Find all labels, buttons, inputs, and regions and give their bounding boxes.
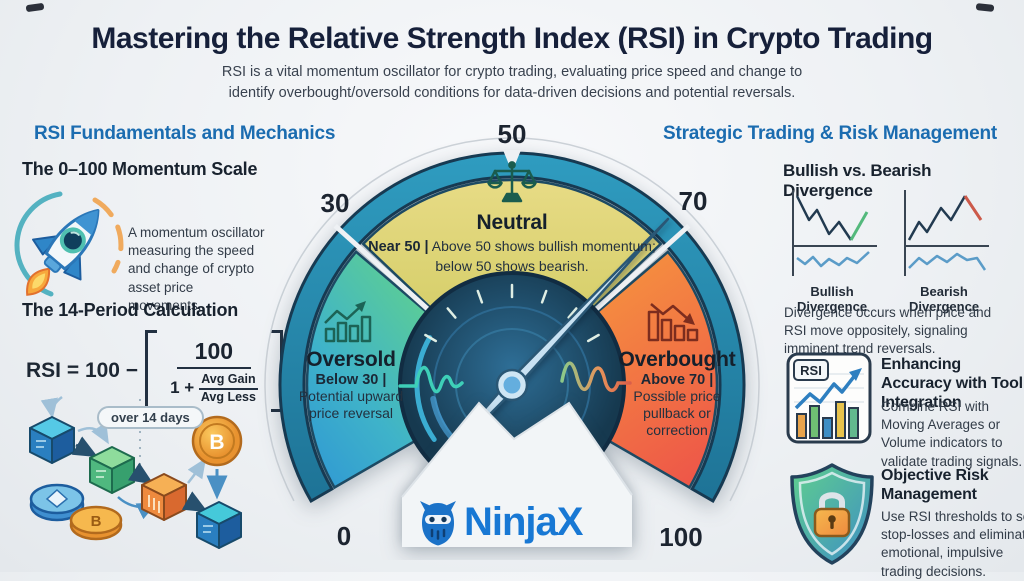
waveform-left bbox=[398, 366, 464, 394]
formula-numerator: 100 bbox=[176, 338, 252, 370]
rsi-gauge bbox=[252, 115, 772, 560]
divergence-description: Divergence occurs when price and RSI mov… bbox=[784, 305, 992, 357]
page-title: Mastering the Relative Strength Index (R… bbox=[91, 22, 933, 55]
momentum-scale-description: A momentum oscillator measuring the spee… bbox=[128, 225, 265, 313]
bitcoin-side-coin-icon: B bbox=[69, 505, 123, 541]
tool-integration-heading: Enhancing Accuracy with Tool Integration bbox=[881, 356, 1023, 412]
corner-mark-left bbox=[25, 2, 45, 13]
calculation-heading: The 14-Period Calculation bbox=[22, 300, 239, 320]
ethereum-coin-icon bbox=[29, 483, 85, 522]
gauge-top-notch bbox=[503, 150, 521, 172]
oversold-zone-title: Oversold bbox=[306, 348, 396, 371]
overbought-zone-range: Above 70 | bbox=[640, 372, 714, 388]
scale-label-50: 50 bbox=[497, 119, 527, 149]
neutral-zone-label: Neutral Near 50 | Above 50 shows bullish… bbox=[362, 211, 662, 275]
green-cube-icon bbox=[89, 446, 135, 494]
scale-label-100: 100 bbox=[659, 522, 703, 552]
dial-ticks bbox=[424, 283, 600, 343]
mountain-silhouette bbox=[402, 403, 632, 547]
rsi-icon-label: RSI bbox=[800, 363, 822, 378]
period-label-pill: over 14 days bbox=[97, 406, 204, 429]
formula-prefix: RSI = 100 − bbox=[26, 359, 139, 382]
shield-lock-icon bbox=[788, 462, 876, 566]
overbought-zone-label: Overbought Above 70 | Possible price pul… bbox=[612, 348, 742, 439]
oversold-zone-range: Below 30 | bbox=[315, 372, 387, 388]
overbought-zone-title: Overbought bbox=[618, 348, 736, 371]
svg-text:B: B bbox=[209, 431, 224, 454]
brand-logo: NinjaX bbox=[418, 499, 583, 546]
formula-denominator-prefix: 1 + bbox=[170, 378, 195, 397]
neutral-zone-description: Above 50 shows bullish momentum; below 5… bbox=[431, 238, 656, 274]
waveform-right bbox=[560, 361, 632, 392]
page-subtitle: RSI is a vital momentum oscillator for c… bbox=[0, 62, 1024, 104]
scale-label-70: 70 bbox=[678, 186, 708, 216]
divergence-heading: Bullish vs. Bearish Divergence bbox=[783, 161, 932, 201]
bearish-divergence-label: Bearish Divergence bbox=[908, 284, 980, 314]
orange-cube-icon bbox=[141, 473, 187, 521]
avg-gain-label: Avg Gain bbox=[199, 372, 258, 390]
risk-management-heading: Objective Risk Management bbox=[881, 467, 989, 504]
scale-label-0: 0 bbox=[336, 521, 352, 551]
gauge-rim bbox=[278, 151, 746, 504]
oversold-zone-description: Potential upward price reversal bbox=[298, 388, 404, 422]
neutral-zone-title: Neutral bbox=[476, 211, 548, 234]
scale-label-30: 30 bbox=[320, 188, 350, 218]
right-section-title: Strategic Trading & Risk Management bbox=[663, 123, 998, 144]
rsi-chart-icon: RSI bbox=[786, 352, 872, 444]
rocket-icon bbox=[10, 186, 128, 304]
scales-icon bbox=[487, 160, 537, 208]
blue-cube-icon bbox=[196, 501, 242, 549]
neutral-zone-range: Near 50 | bbox=[368, 239, 429, 255]
calculation-flow-diagram: B B bbox=[0, 395, 300, 572]
momentum-scale-heading: The 0–100 Momentum Scale bbox=[22, 159, 258, 179]
subtitle-line-2: identify overbought/oversold conditions … bbox=[228, 85, 796, 102]
formula-fraction: 100 1 + Avg Gain Avg Less bbox=[164, 338, 264, 404]
formula-gain-loss-ratio: Avg Gain Avg Less bbox=[199, 372, 258, 404]
overbought-zone-description: Possible price pullback or correction bbox=[633, 388, 721, 439]
svg-text:B: B bbox=[91, 513, 102, 530]
blue-cube-icon bbox=[29, 416, 75, 464]
subtitle-line-1: RSI is a vital momentum oscillator for c… bbox=[221, 64, 803, 80]
bitcoin-coin-icon: B bbox=[191, 415, 243, 467]
decorative-outer-arc bbox=[264, 137, 760, 502]
bearish-divergence-chart bbox=[897, 188, 991, 282]
chart-up-icon bbox=[322, 299, 378, 345]
oversold-zone-label: Oversold Below 30 | Potential upward pri… bbox=[292, 348, 410, 422]
ninja-helmet-icon bbox=[420, 501, 456, 546]
brand-name: NinjaX bbox=[464, 500, 583, 544]
bullish-divergence-chart bbox=[785, 188, 879, 282]
risk-management-description: Use RSI thresholds to set stop-losses an… bbox=[881, 509, 1024, 579]
left-section-title: RSI Fundamentals and Mechanics bbox=[34, 123, 336, 144]
corner-mark-right bbox=[975, 3, 995, 12]
avg-loss-label: Avg Less bbox=[200, 389, 256, 404]
tool-integration-description: Combine RSI with Moving Averages or Volu… bbox=[881, 399, 1023, 469]
chart-down-icon bbox=[645, 296, 703, 346]
bullish-divergence-label: Bullish Divergence bbox=[796, 284, 868, 314]
